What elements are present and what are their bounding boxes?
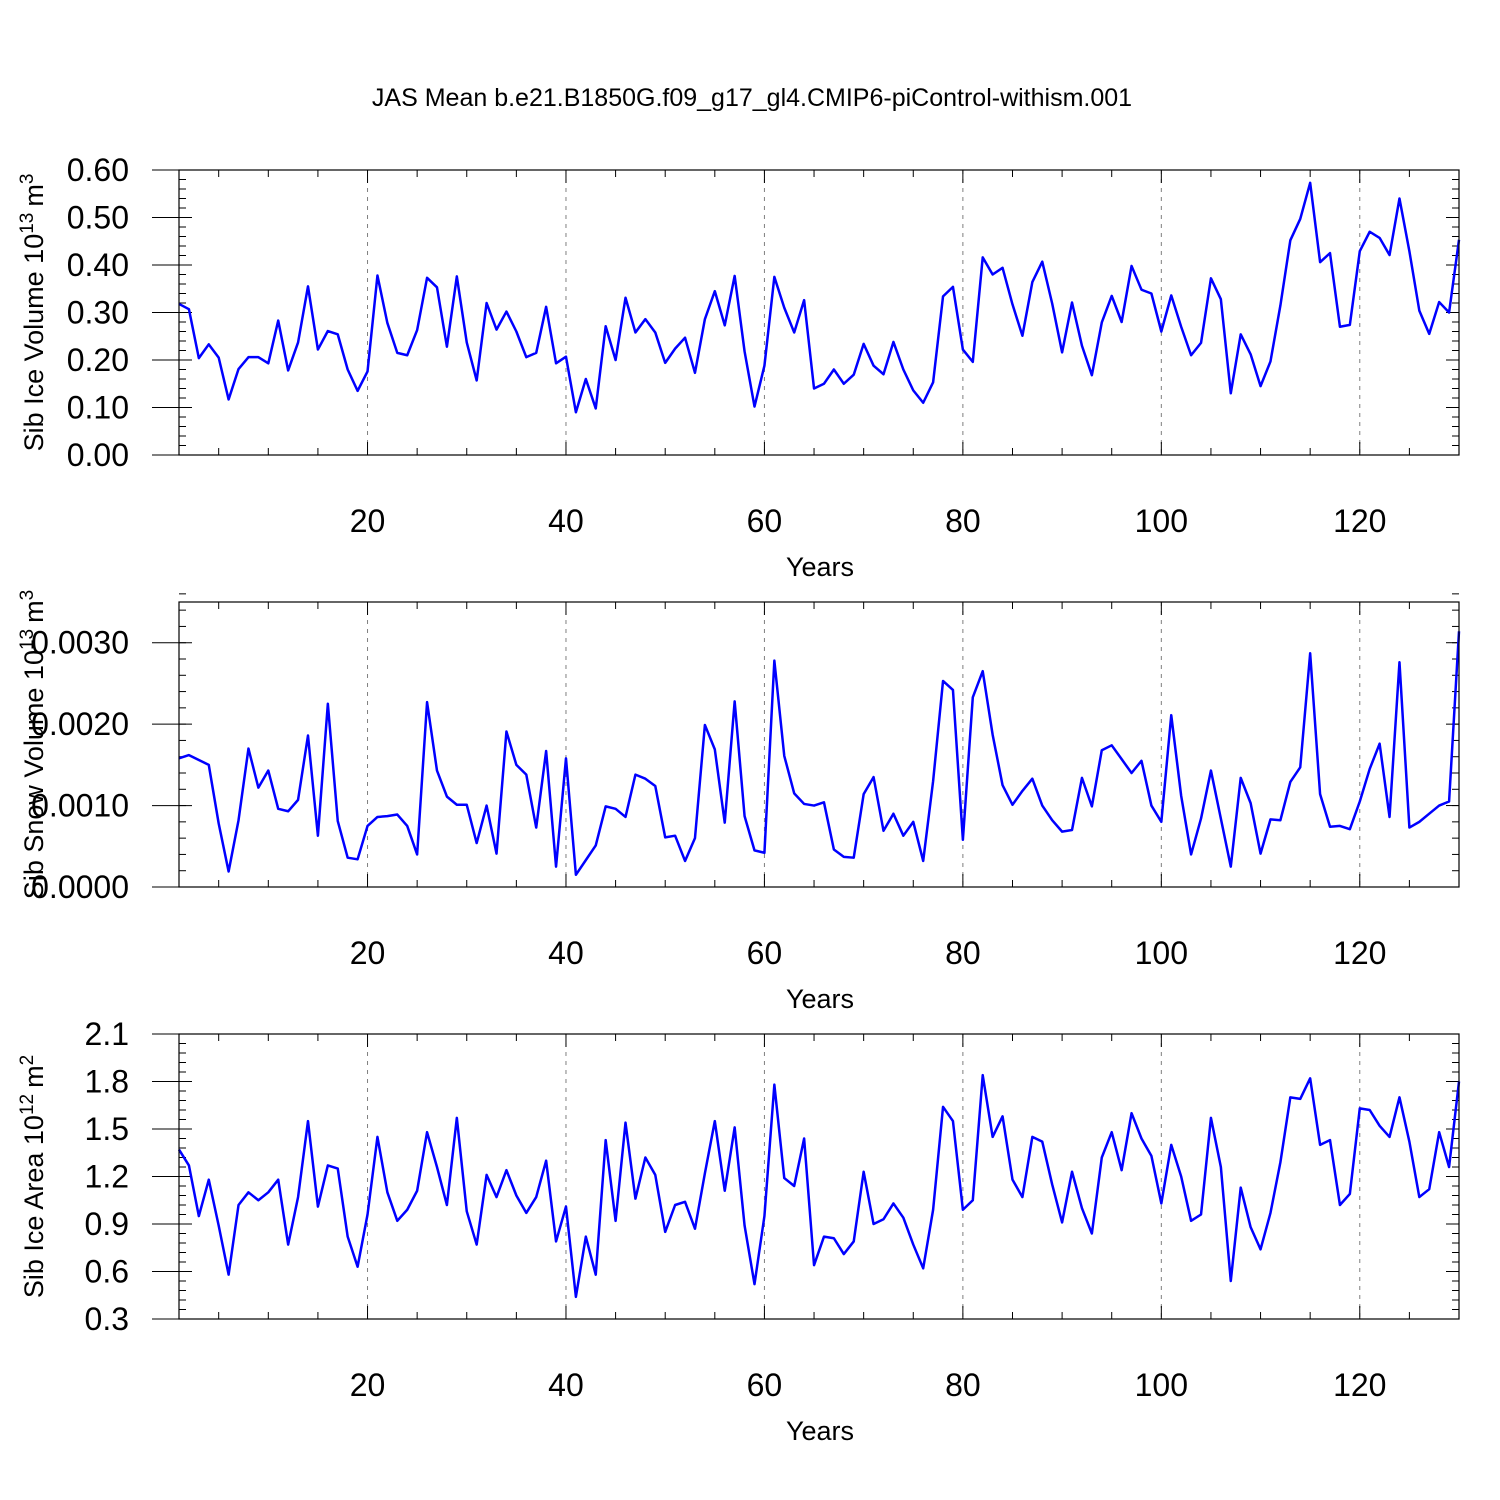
y-tick-label: 0.10 [67, 390, 129, 426]
x-tick-label: 20 [350, 1367, 386, 1403]
plot-frame [178, 601, 1460, 888]
plot-frame [178, 1033, 1460, 1320]
y-tick-label: 0.0010 [31, 788, 129, 824]
panels: 20 40 60 80 100 120 0.00 0.10 0.20 0.30 0.40 0.50 0.… [17, 152, 1461, 1446]
x-tick-label: 60 [747, 1367, 783, 1403]
chart-panel-sib-ice-volume: 20 40 60 80 100 120 0.00 0.10 0.20 0.30 0.40 0.50 0.… [17, 152, 1461, 582]
y-axis-label-text: Sib Ice Volume 10 [19, 234, 49, 452]
y-tick-label: 0.0000 [31, 869, 129, 905]
x-tick-label: 60 [747, 503, 783, 539]
x-tick-label: 40 [548, 1367, 584, 1403]
series-line-sib-ice-volume [178, 181, 1461, 414]
x-tick-label: 120 [1333, 503, 1386, 539]
series-line-sib-ice-area [177, 1073, 1461, 1299]
y-tick-label: 0.9 [85, 1206, 129, 1242]
x-tick-label: 40 [548, 935, 584, 971]
y-tick-label: 0.0020 [31, 706, 129, 742]
y-axis-label-exponent: 12 [17, 1094, 38, 1115]
y-tick-label: 0.0030 [31, 625, 129, 661]
series-line-sib-snow-volume [178, 631, 1461, 877]
y-tick-label: 1.8 [85, 1064, 129, 1100]
x-tick-label: 120 [1333, 935, 1386, 971]
x-tick-label: 20 [350, 935, 386, 971]
x-tick-label: 100 [1135, 935, 1188, 971]
y-tick-label: 1.2 [85, 1159, 129, 1195]
x-tick-label: 80 [945, 1367, 981, 1403]
y-axis-label-unit-exponent: 2 [17, 1055, 38, 1066]
x-tick-label: 80 [945, 503, 981, 539]
plot-frame [178, 169, 1460, 456]
y-axis-label-text: Sib Snow Volume 10 [19, 650, 49, 899]
y-axis-label: Sib Ice Area 1012 m2 [17, 1055, 49, 1298]
x-axis-label: Years [786, 1416, 854, 1446]
y-axis-label-unit: m [19, 184, 49, 207]
y-tick-label: 0.3 [85, 1301, 129, 1337]
chart-panel-sib-snow-volume: 20 40 60 80 100 120 0.0000 0.0010 0.0020 0.0030 Ye… [17, 590, 1461, 1014]
y-axis-label-unit: m [19, 600, 49, 623]
x-tick-label: 80 [945, 935, 981, 971]
y-axis-label-exponent: 13 [17, 629, 38, 650]
y-axis-label-unit-exponent: 3 [17, 590, 38, 601]
x-tick-label: 20 [350, 503, 386, 539]
y-tick-label: 0.6 [85, 1254, 129, 1290]
y-axis-label-unit: m [19, 1065, 49, 1088]
y-tick-label: 0.50 [67, 200, 129, 236]
x-axis-label: Years [786, 552, 854, 582]
x-tick-label: 100 [1135, 503, 1188, 539]
y-axis-label-exponent: 13 [17, 213, 38, 234]
y-axis-label: Sib Snow Volume 1013 m3 [17, 590, 49, 899]
y-tick-label: 0.20 [67, 342, 129, 378]
x-axis-label: Years [786, 984, 854, 1014]
y-tick-label: 0.40 [67, 247, 129, 283]
x-tick-label: 120 [1333, 1367, 1386, 1403]
y-tick-label: 2.1 [85, 1016, 129, 1052]
figure-title: JAS Mean b.e21.B1850G.f09_g17_gl4.CMIP6-… [372, 84, 1132, 112]
y-tick-label: 0.30 [67, 295, 129, 331]
x-tick-label: 60 [747, 935, 783, 971]
y-axis-label: Sib Ice Volume 1013 m3 [17, 174, 49, 452]
x-tick-label: 100 [1135, 1367, 1188, 1403]
y-axis-label-text: Sib Ice Area 10 [19, 1115, 49, 1298]
y-tick-label: 1.5 [85, 1111, 129, 1147]
chart-panel-sib-ice-area: 20 40 60 80 100 120 0.3 0.6 0.9 1.2 1.5 1.8 2.1 Years… [17, 1016, 1461, 1446]
y-axis-label-unit-exponent: 3 [17, 174, 38, 185]
y-tick-label: 0.60 [67, 152, 129, 188]
x-tick-label: 40 [548, 503, 584, 539]
y-tick-label: 0.00 [67, 437, 129, 473]
